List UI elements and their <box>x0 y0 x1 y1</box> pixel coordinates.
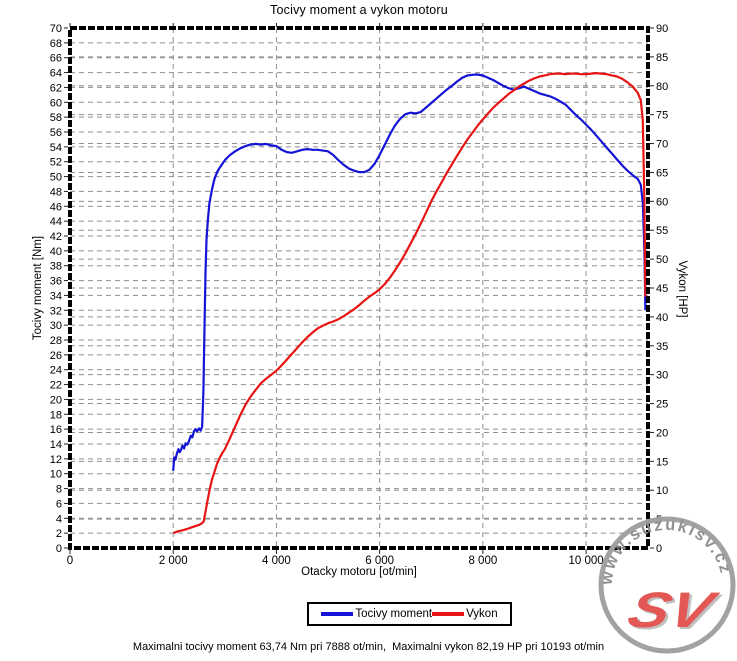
y-left-tick-label: 20 <box>50 394 62 406</box>
y-right-tick-label: 45 <box>656 283 668 295</box>
y-left-tick-label: 56 <box>50 127 62 139</box>
y-right-tick-label: 40 <box>656 312 668 324</box>
torque-line-swatch <box>321 612 354 616</box>
y-right-tick-label: 35 <box>656 341 668 353</box>
y-right-tick-label: 85 <box>656 52 668 64</box>
y-right-tick-label: 75 <box>656 110 668 122</box>
legend-label-power: Vykon <box>466 608 498 620</box>
x-axis-title: Otacky motoru [ot/min] <box>301 566 417 578</box>
y-right-tick-label: 20 <box>656 427 668 439</box>
y-left-tick-label: 6 <box>56 498 62 510</box>
y-left-tick-label: 32 <box>50 305 62 317</box>
y-left-tick-label: 26 <box>50 350 62 362</box>
y-left-tick-label: 12 <box>50 454 62 466</box>
x-tick-label: 8 000 <box>468 555 497 567</box>
y-right-tick-label: 30 <box>656 370 668 382</box>
y-right-tick-label: 80 <box>656 81 668 93</box>
y-left-tick-label: 18 <box>50 409 62 421</box>
y-left-tick-label: 70 <box>50 23 62 35</box>
y-left-tick-label: 68 <box>50 38 62 50</box>
watermark-url-text: www.suzukisv.cz <box>597 516 734 587</box>
y-left-tick-label: 40 <box>50 246 62 258</box>
y-right-tick-label: 0 <box>656 543 662 555</box>
y-left-tick-label: 8 <box>56 484 62 496</box>
y-left-tick-label: 66 <box>50 53 62 65</box>
y-left-tick-label: 38 <box>50 261 62 273</box>
x-tick-label: 2 000 <box>159 555 188 567</box>
legend: Tocivy moment Vykon <box>307 602 512 626</box>
y-right-tick-label: 70 <box>656 139 668 151</box>
y-left-tick-label: 60 <box>50 97 62 109</box>
y-right-tick-label: 15 <box>656 456 668 468</box>
y-left-tick-label: 24 <box>50 365 62 377</box>
y-right-tick-label: 60 <box>656 196 668 208</box>
y-left-tick-label: 28 <box>50 335 62 347</box>
y-right-tick-label: 10 <box>656 485 668 497</box>
max-values-footnote: Maximalni tocivy moment 63,74 Nm pri 788… <box>132 641 605 653</box>
y-right-tick-label: 25 <box>656 399 668 411</box>
y-left-tick-label: 62 <box>50 82 62 94</box>
torque-curve <box>172 73 647 471</box>
x-tick-label: 4 000 <box>262 555 291 567</box>
y-left-tick-label: 16 <box>50 424 62 436</box>
legend-item-torque: Tocivy moment <box>321 608 432 620</box>
y-left-tick-label: 30 <box>50 320 62 332</box>
y-left-tick-label: 2 <box>56 528 62 540</box>
y-left-tick-label: 48 <box>50 186 62 198</box>
y-right-tick-label: 90 <box>656 23 668 35</box>
y-left-tick-label: 42 <box>50 231 62 243</box>
y-right-tick-label: 50 <box>656 254 668 266</box>
y-left-tick-label: 14 <box>50 439 62 451</box>
x-tick-label: 10 000 <box>568 555 603 567</box>
y-right-tick-label: 65 <box>656 167 668 179</box>
y-left-tick-label: 4 <box>56 513 62 525</box>
y-left-tick-label: 64 <box>50 68 62 80</box>
y-left-tick-label: 44 <box>50 216 62 228</box>
suzukisv-watermark: www.suzukisv.cz SV SV <box>597 516 736 654</box>
watermark-ring <box>598 516 736 654</box>
power-curve <box>172 71 647 535</box>
x-tick-label: 6 000 <box>365 555 394 567</box>
y-left-tick-label: 22 <box>50 380 62 392</box>
x-tick-label: 0 <box>67 555 73 567</box>
y-left-tick-label: 34 <box>50 290 62 302</box>
y-left-tick-label: 54 <box>50 142 62 154</box>
legend-label-torque: Tocivy moment <box>355 608 433 620</box>
plot-border <box>68 26 650 550</box>
y-left-tick-label: 50 <box>50 172 62 184</box>
y-right-tick-label: 55 <box>656 225 668 237</box>
y-left-tick-label: 36 <box>50 276 62 288</box>
y-left-tick-label: 10 <box>50 469 62 481</box>
y-left-tick-label: 58 <box>50 112 62 124</box>
y-left-tick-label: 46 <box>50 201 62 213</box>
y-left-tick-label: 52 <box>50 157 62 169</box>
chart-title: Tocivy moment a vykon motoru <box>270 3 448 17</box>
legend-item-power: Vykon <box>432 608 498 620</box>
y-left-tick-label: 0 <box>56 543 62 555</box>
power-line-swatch <box>432 612 465 616</box>
